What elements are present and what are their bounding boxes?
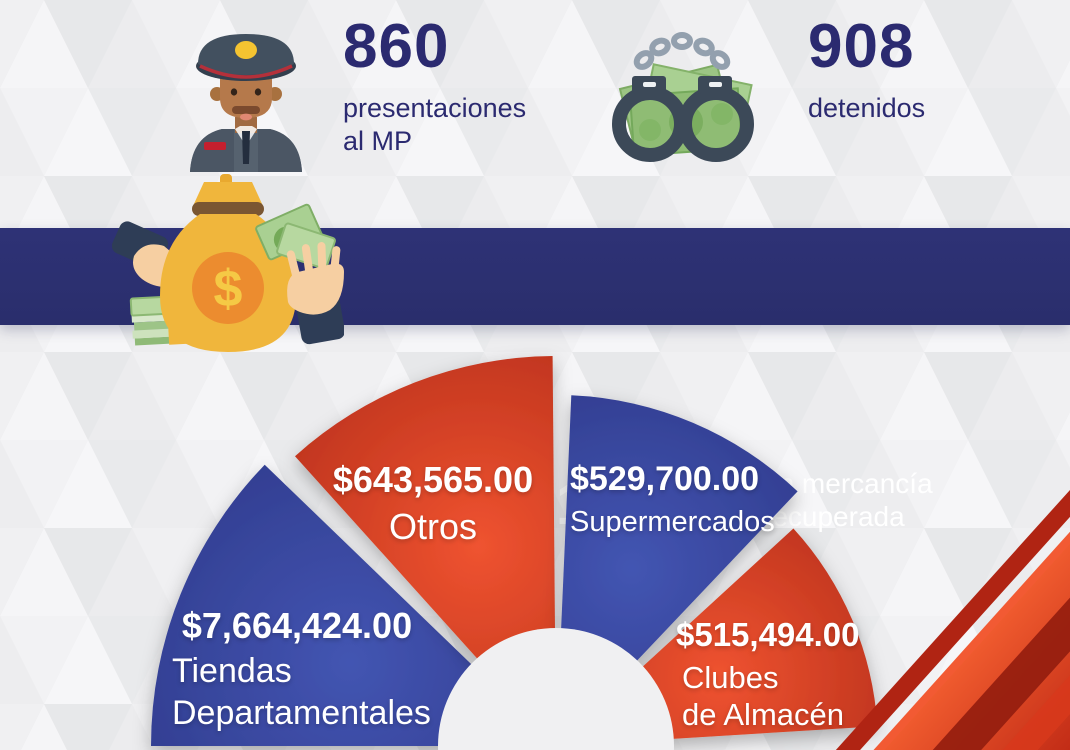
chart-label-tiendas-departamentales: $7,664,424.00 Tiendas Departamentales: [168, 605, 431, 734]
stat-number-presentaciones: 860: [343, 12, 450, 81]
segment-amount: $7,664,424.00: [181, 605, 413, 646]
segment-name-line: Clubes: [682, 660, 779, 695]
bag-dollar-glyph: $: [214, 260, 243, 318]
segment-amount: $529,700.00: [570, 460, 760, 498]
police-officer-icon: [190, 34, 302, 172]
segment-name-line: Supermercados: [570, 506, 775, 538]
stat-label-presentaciones: presentaciones al MP: [343, 93, 527, 156]
stat-detenidos: 908 detenidos: [808, 14, 925, 125]
stat-number-detenidos: 908: [808, 12, 915, 81]
segment-amount: $643,565.00: [332, 459, 534, 500]
handcuff-chain: [633, 32, 731, 70]
police-face: [210, 70, 282, 121]
segment-name-line: Departamentales: [172, 694, 431, 732]
segment-name-line: Otros: [388, 506, 477, 547]
police-cap: [196, 34, 296, 81]
right-hand: [286, 242, 344, 345]
bag: $: [160, 174, 296, 352]
chart-label-otros: $643,565.00 Otros: [318, 460, 548, 548]
handcuffs-money-icon: [612, 32, 754, 162]
segment-amount: $515,494.00: [676, 616, 860, 653]
chart-label-supermercados: $529,700.00 Supermercados: [570, 460, 800, 540]
stat-label-detenidos: detenidos: [808, 93, 926, 123]
handcuff-rings: [612, 76, 754, 162]
stat-presentaciones: 860 presentaciones al MP: [343, 14, 526, 158]
segment-name-line: de Almacén: [682, 697, 844, 732]
segment-name-line: Tiendas: [172, 652, 292, 690]
money-bag-icon: $ $: [112, 174, 344, 352]
chart-label-clubes-de-almacen: $515,494.00 Clubes de Almacén: [676, 616, 896, 733]
